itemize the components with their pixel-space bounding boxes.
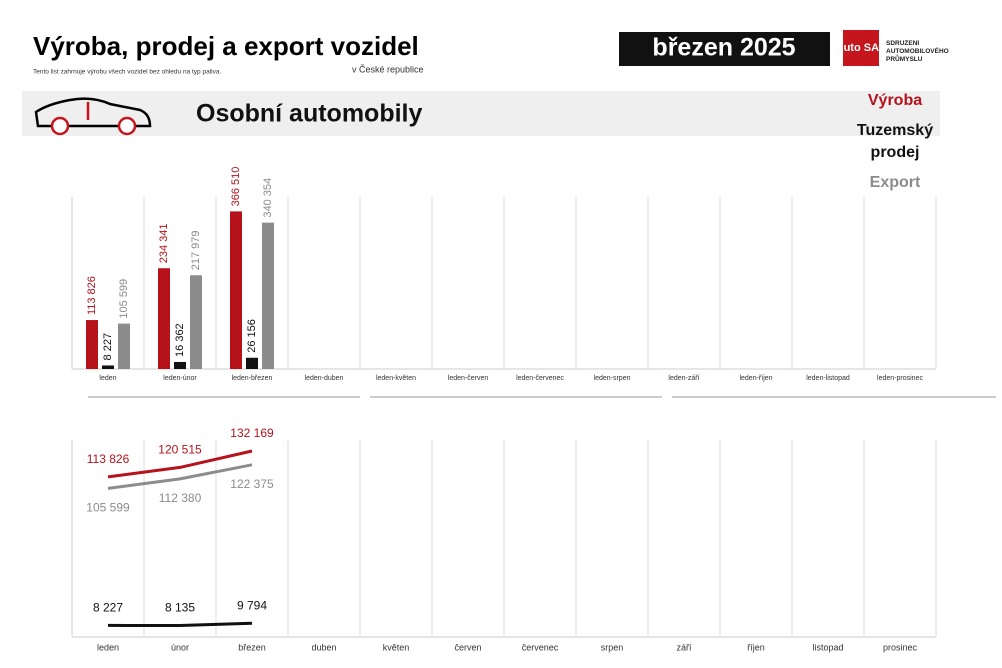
x-tick-label: leden-září [668,375,699,382]
value-label: 120 515 [158,443,202,457]
x-tick-label: březen [238,642,266,652]
logo-box [843,30,879,66]
x-tick-label: leden-červen [448,375,489,382]
bar [246,357,258,369]
subtitle: Tento list zahrnuje výrobu všech vozidel… [33,69,221,76]
period-box [619,32,830,66]
x-tick-label: prosinec [883,642,918,652]
bar [230,211,242,369]
value-label: 113 826 [86,276,98,315]
x-tick-label: září [676,642,692,652]
line [107,463,253,490]
x-tick-label: listopad [812,642,843,652]
line [107,621,253,628]
title: Výroba, prodej a export vozidel [33,31,419,61]
x-tick-label: červenec [522,642,559,652]
value-label: 8 227 [93,601,123,615]
value-label: 122 375 [230,477,274,491]
x-tick-label: leden [97,642,119,652]
x-tick-label: leden [99,375,116,382]
logo-text: SDRUŽENÍ AUTOMOBILOVÉHO PRŮMYSLU [886,40,949,63]
value-label: 234 341 [158,223,170,263]
x-tick-label: květen [383,642,410,652]
bar [86,320,98,369]
x-tick-label: leden-prosinec [877,375,923,382]
x-tick-label: srpen [601,642,624,652]
section-title: Osobní automobily [196,100,422,128]
legend-entry: Tuzemský prodej [856,122,934,161]
logo: Auto SAP [836,42,887,54]
value-label: 26 156 [246,319,258,353]
value-label: 16 362 [174,323,186,357]
logo-text-box: SDRUŽENÍ AUTOMOBILOVÉHO PRŮMYSLU [886,40,949,63]
bar [158,268,170,369]
x-tick-label: leden-březen [232,375,273,382]
value-label: 217 979 [190,231,202,271]
value-label: 340 354 [262,178,274,218]
section-band [22,91,940,136]
value-label: 9 794 [237,598,267,612]
value-label: 366 510 [230,167,242,207]
value-label: 132 169 [230,426,274,440]
value-label: 105 599 [86,501,130,515]
x-tick-label: leden-duben [305,375,344,382]
legend-entry: Výroba [867,92,923,109]
x-tick-label: říjen [747,642,765,652]
value-label: 105 599 [118,279,130,319]
x-tick-label: leden-říjen [739,375,772,382]
period: březen 2025 [652,34,795,62]
legend-entry: Export [869,174,921,191]
car-icon [34,97,152,136]
value-label: 112 380 [159,491,202,505]
x-tick-label: leden-květen [376,375,416,382]
value-label: 8 135 [165,601,195,615]
line [107,449,253,479]
x-tick-label: leden-červenec [516,375,564,382]
x-tick-label: leden-srpen [594,375,631,382]
bar [102,365,114,369]
value-label: 8 227 [102,333,114,361]
x-tick-label: únor [171,642,189,652]
bar [262,222,274,369]
bar [118,323,130,369]
legend: Výroba Tuzemský prodej Export [845,90,945,202]
bar [174,361,186,369]
region: v České republice [352,64,424,74]
x-tick-label: leden-únor [163,375,197,382]
x-tick-label: červen [454,642,481,652]
x-tick-label: leden-listopad [806,375,850,382]
x-tick-label: duben [311,642,336,652]
bar [190,275,202,369]
value-label: 113 826 [87,452,130,466]
